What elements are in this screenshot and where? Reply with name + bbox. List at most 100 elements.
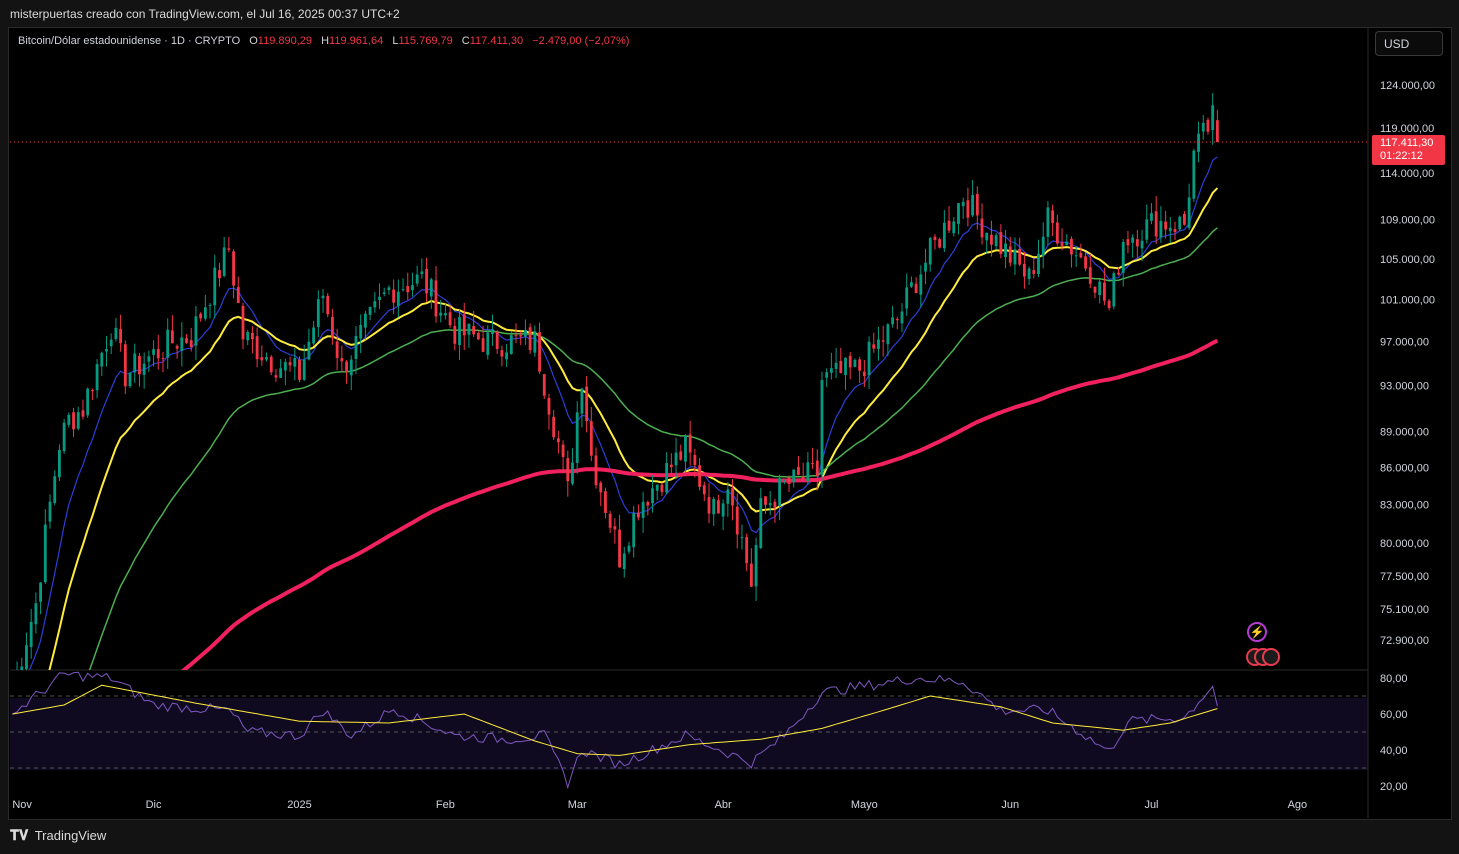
candle-body	[218, 270, 221, 279]
candle-body	[1074, 255, 1078, 257]
candle-body	[161, 358, 165, 360]
symbol-label[interactable]: Bitcoin/Dólar estadounidense · 1D · CRYP…	[18, 35, 241, 47]
candle-body	[745, 537, 749, 564]
countdown-value: 01:22:12	[1380, 150, 1423, 162]
candle-body	[246, 331, 250, 341]
candle-body	[392, 289, 396, 303]
candle-body	[575, 412, 579, 463]
candle-body	[938, 239, 942, 248]
candle-body	[693, 454, 697, 466]
candle-body	[199, 313, 203, 319]
candle-body	[801, 476, 805, 480]
candle-body	[34, 603, 38, 625]
price-tick-label: 105.000,00	[1380, 254, 1435, 266]
candle-body	[232, 251, 235, 286]
candle-body	[815, 460, 819, 477]
candle-body	[453, 325, 457, 344]
candle-body	[354, 335, 358, 359]
candle-body	[429, 279, 433, 297]
candle-body	[269, 356, 273, 373]
candle-body	[1041, 236, 1045, 257]
economic-events-icon[interactable]	[1246, 648, 1282, 668]
price-tick-label: 72.900,00	[1380, 635, 1429, 647]
candle-body	[1168, 227, 1172, 232]
candle-body	[138, 355, 141, 375]
candle-body	[16, 670, 19, 688]
candle-body	[1145, 219, 1149, 240]
candle-body	[872, 344, 876, 349]
candle-body	[877, 339, 880, 349]
candle-body	[1079, 252, 1083, 258]
candle-body	[589, 421, 593, 456]
rsi-tick-label: 60,00	[1380, 709, 1408, 721]
candle-body	[646, 502, 650, 506]
candle-body	[156, 349, 160, 359]
candle-body	[1121, 242, 1125, 273]
close-value: 117.411,30	[469, 35, 524, 47]
candle-body	[759, 498, 763, 548]
candle-body	[283, 362, 287, 371]
candle-body	[189, 340, 193, 348]
candle-body	[561, 444, 565, 458]
candle-body	[331, 316, 334, 339]
price-tick-label: 97.000,00	[1380, 337, 1429, 349]
candle-body	[1008, 246, 1012, 263]
candle-body	[208, 304, 212, 306]
time-tick-label: 2025	[287, 799, 311, 811]
candle-body	[359, 325, 363, 339]
candle-body	[721, 503, 725, 517]
candle-body	[1093, 286, 1097, 293]
tradingview-logo-icon: 𝐓𝐕	[10, 827, 29, 843]
candle-body	[1197, 133, 1200, 152]
candle-body	[599, 482, 603, 493]
candle-body	[933, 236, 937, 240]
time-tick-label: Feb	[436, 799, 455, 811]
footer-brand[interactable]: TradingView	[34, 828, 107, 843]
candle-body	[90, 390, 94, 392]
candle-body	[613, 526, 617, 530]
candle-body	[1215, 120, 1219, 143]
candle-body	[58, 450, 61, 478]
candle-body	[241, 305, 245, 340]
candle-body	[307, 341, 311, 360]
candle-body	[109, 339, 113, 347]
candle-body	[495, 331, 499, 349]
candle-body	[999, 232, 1003, 254]
high-label: H	[321, 35, 330, 47]
candle-body	[236, 287, 240, 304]
candle-body	[476, 333, 480, 340]
candle-body	[491, 329, 494, 335]
high-value: 119.961,64	[329, 35, 384, 47]
candle-body	[528, 327, 532, 351]
candle-body	[185, 338, 188, 343]
candle-body	[368, 306, 372, 315]
candle-body	[1037, 253, 1040, 275]
candle-body	[213, 267, 217, 306]
candle-body	[128, 372, 132, 387]
candle-body	[547, 397, 551, 415]
candle-body	[858, 359, 862, 371]
candle-body	[39, 582, 43, 602]
time-tick-label: Nov	[12, 799, 32, 811]
candle-body	[971, 194, 975, 216]
rsi-tick-label: 80,00	[1380, 673, 1408, 685]
candle-body	[76, 412, 80, 429]
candle-body	[754, 544, 758, 587]
candle-body	[848, 355, 852, 368]
candle-body	[909, 282, 913, 287]
candle-body	[726, 489, 730, 504]
candle-body	[505, 352, 509, 360]
candle-body	[425, 268, 428, 294]
currency-button[interactable]: USD	[1375, 31, 1443, 56]
candle-body	[641, 501, 645, 518]
candle-body	[740, 537, 744, 539]
candle-body	[1126, 239, 1130, 246]
candle-body	[1004, 243, 1007, 258]
candle-body	[458, 317, 461, 346]
candle-body	[702, 485, 706, 495]
candle-body	[1032, 270, 1036, 274]
ema-mid-line	[48, 187, 1219, 670]
ema-fast-line	[28, 156, 1218, 670]
bolt-icon[interactable]: ⚡	[1247, 622, 1267, 642]
